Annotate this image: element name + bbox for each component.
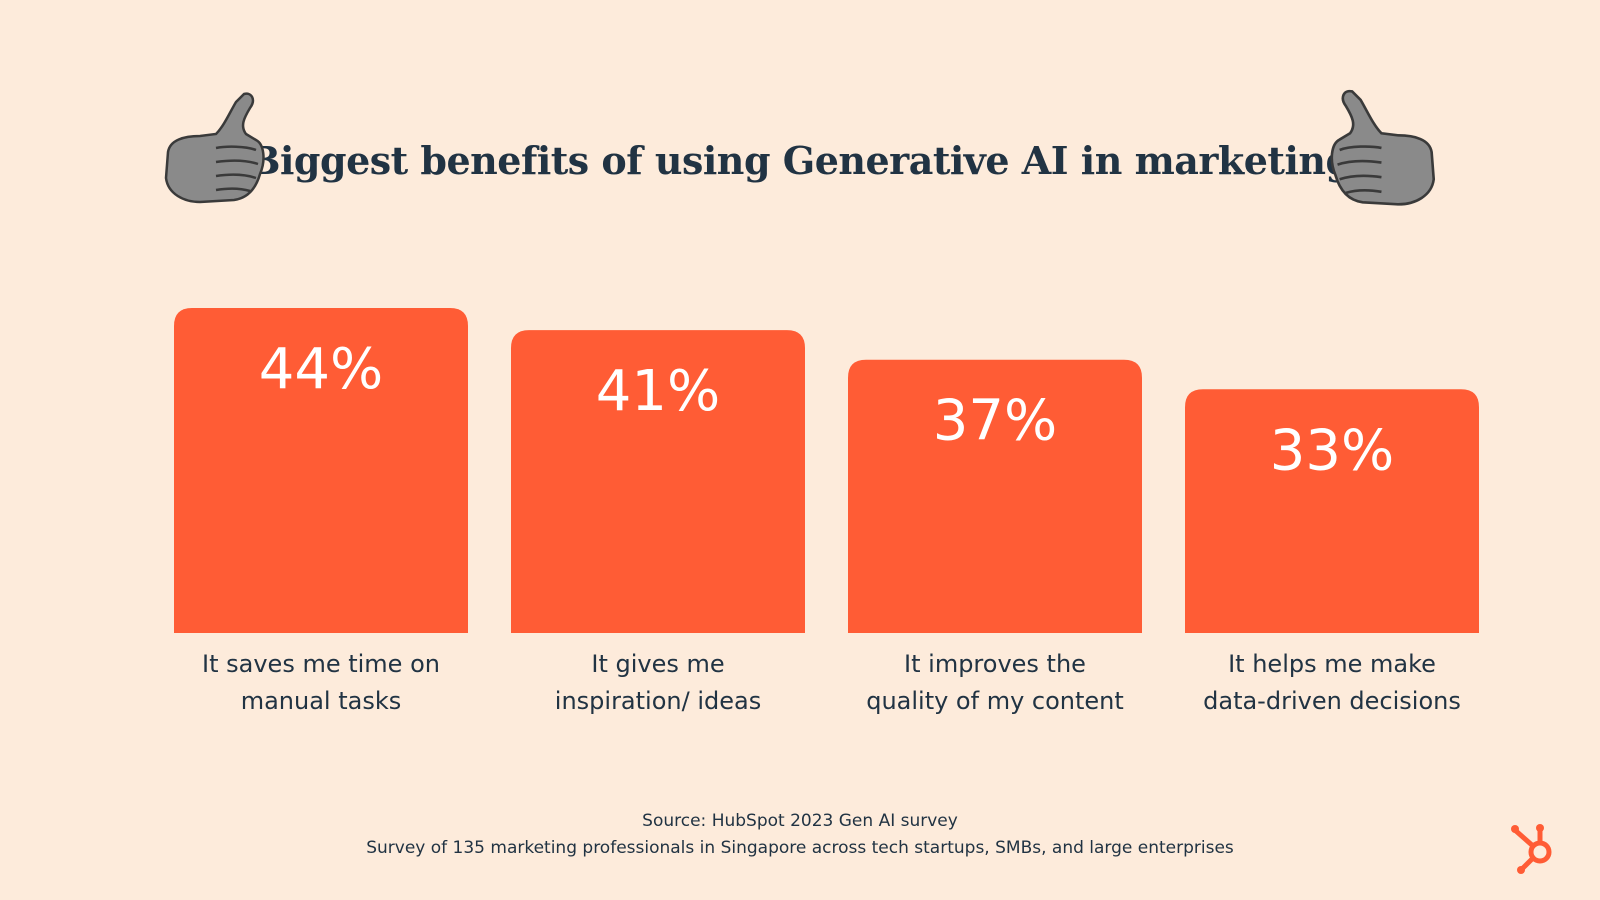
category-label: inspiration/ ideas [555,687,761,715]
category-label: data-driven decisions [1203,687,1461,715]
source-note: Source: HubSpot 2023 Gen AI survey [642,811,958,831]
bar [174,308,468,633]
chart-title: Biggest benefits of using Generative AI … [248,138,1352,183]
bar-value-label: 37% [933,389,1057,454]
bar [848,359,1142,633]
category-label: It gives me [591,650,724,678]
category-label: manual tasks [241,687,402,715]
category-label: It saves me time on [202,650,440,678]
category-label: It improves the [904,650,1086,678]
category-label: It helps me make [1228,650,1436,678]
bar-value-label: 44% [259,337,383,402]
thumbs-up-icon [164,92,265,204]
bar [1185,389,1479,633]
hubspot-logo-icon [1511,824,1552,874]
thumbs-up-icon [1330,89,1436,206]
bar [511,330,805,633]
category-label: quality of my content [866,687,1124,715]
bar-value-label: 41% [596,359,720,424]
chart-footer: Source: HubSpot 2023 Gen AI survey Surve… [0,808,1600,862]
survey-note: Survey of 135 marketing professionals in… [366,838,1234,858]
bar-value-label: 33% [1270,418,1394,483]
